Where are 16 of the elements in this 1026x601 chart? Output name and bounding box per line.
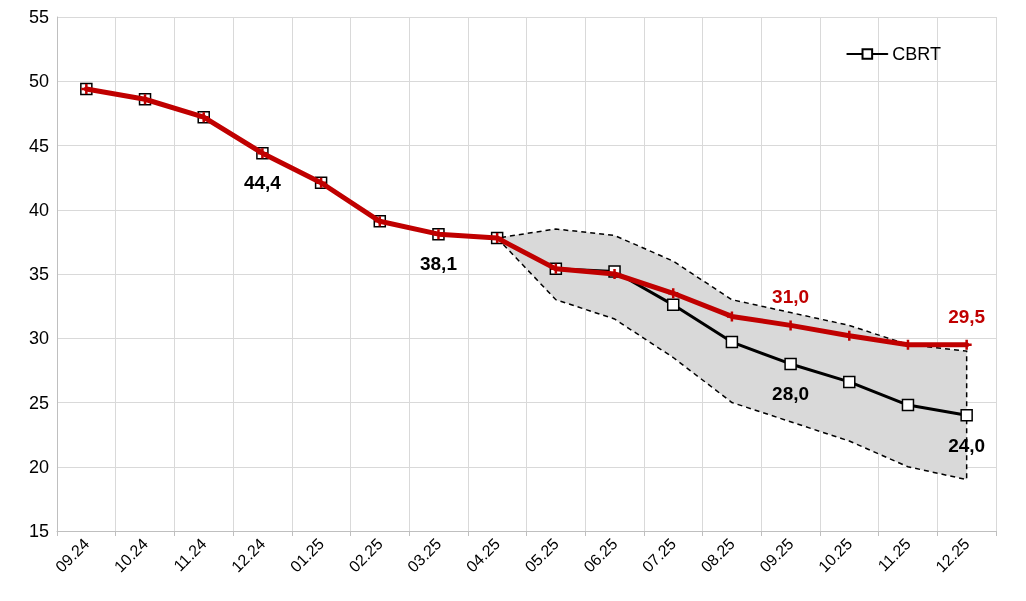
y-tick-label: 15 (28, 521, 49, 541)
data-label: 29,5 (948, 305, 986, 327)
y-tick-label: 50 (28, 71, 49, 92)
data-label: 31,0 (772, 286, 810, 308)
legend-label: CBRT (892, 44, 942, 64)
data-label: 24,0 (948, 434, 986, 456)
y-tick-label: 20 (28, 456, 49, 477)
y-tick-label: 25 (28, 392, 49, 413)
y-tick-label: 45 (28, 135, 49, 156)
y-tick-label: 35 (28, 264, 49, 284)
data-label: 28,0 (772, 383, 810, 405)
data-label: 38,1 (419, 253, 458, 275)
data-label: 44,4 (243, 172, 282, 194)
y-tick-label: 40 (28, 199, 49, 220)
y-tick-label: 30 (28, 328, 49, 349)
y-tick-label: 55 (28, 7, 49, 27)
